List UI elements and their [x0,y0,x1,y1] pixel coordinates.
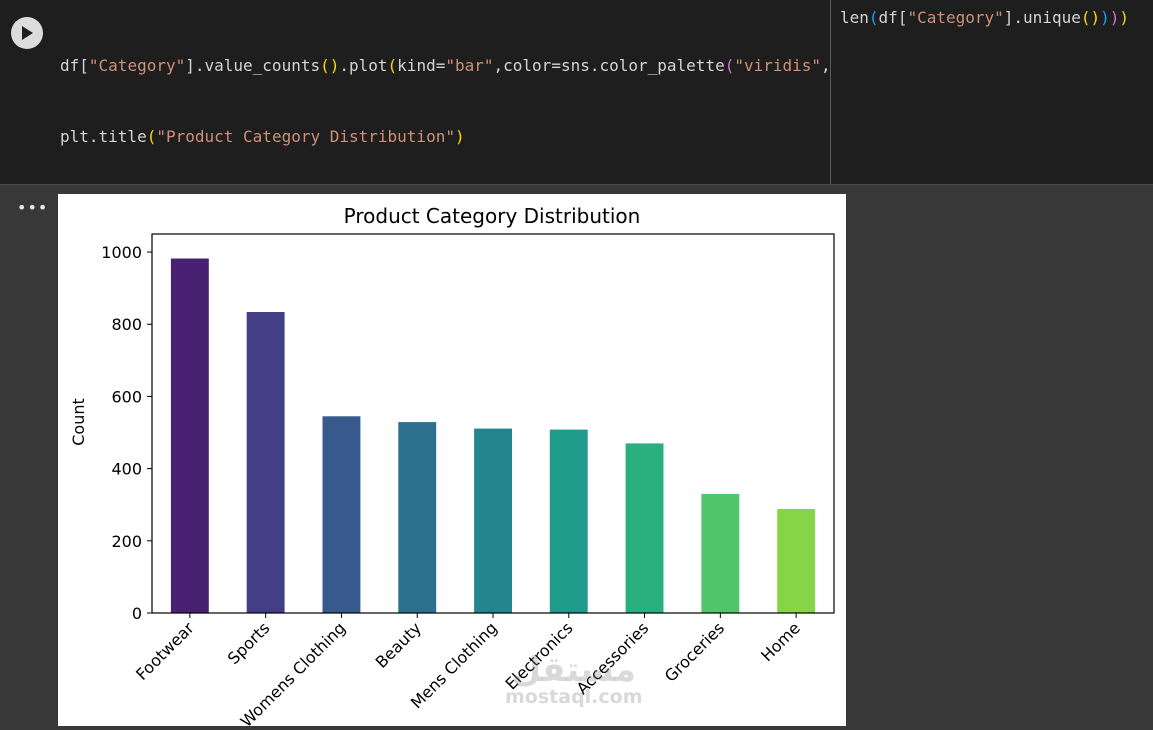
bar-womens-clothing [322,416,361,613]
editor-ruler [830,0,831,184]
y-ticks-group: 0 200 400 600 800 1000 [101,243,152,623]
chart-title: Product Category Distribution [344,204,641,228]
more-options-icon[interactable]: ••• [17,198,49,217]
play-icon [22,26,33,40]
cell-separator [0,184,1153,185]
x-tick-label: Sports [224,618,274,668]
x-tick-label: Accessories [573,618,653,698]
bar-electronics [549,429,588,613]
bar-accessories [625,443,664,613]
bar-footwear [170,258,209,613]
x-tick-label: Groceries [661,618,728,685]
bar-sports [246,312,285,613]
bar-mens-clothing [474,428,512,613]
x-tick-label: Home [757,618,804,665]
code-cell[interactable]: df["Category"].value_counts().plot(kind=… [0,0,1153,503]
y-axis-label: Count [69,398,88,446]
x-tick-label: Electronics [502,618,577,693]
bar-groceries [701,493,740,613]
y-tick-label: 800 [111,315,142,334]
x-tick-label: Footwear [132,618,198,684]
bar-beauty [398,422,437,613]
y-tick-label: 200 [111,532,142,551]
chart-output: Product Category Distribution Count 0 200… [58,194,846,726]
bars-group [170,258,816,613]
y-tick-label: 0 [132,604,142,623]
bar-home [777,509,816,613]
y-tick-label: 600 [111,387,142,406]
cell-gutter [0,0,55,184]
bar-chart: Product Category Distribution Count 0 200… [69,204,835,726]
run-cell-button[interactable] [11,17,43,49]
code-line-1-continuation: len(df["Category"].unique()))) [840,8,1130,27]
code-line-1: df["Category"].value_counts().plot(kind=… [60,55,831,75]
y-tick-label: 400 [111,460,142,479]
x-tick-label: Beauty [372,618,425,671]
code-line-2: plt.title("Product Category Distribution… [60,126,465,146]
y-tick-label: 1000 [101,243,142,262]
axes-frame [151,233,835,614]
